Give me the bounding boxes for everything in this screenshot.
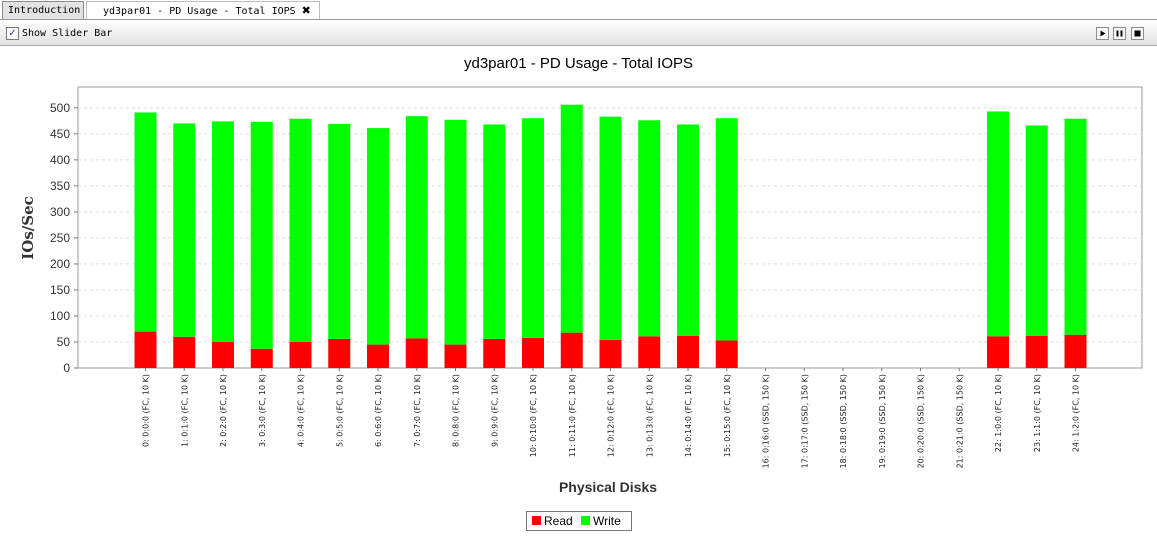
bar-write [444,119,467,345]
x-tick-label: 23: 1:1:0 (FC, 10 K) [1033,374,1042,452]
x-tick-label: 13: 0:13:0 (FC, 10 K) [645,374,654,457]
chart-legend: Read Write [526,511,632,531]
x-tick-label: 9: 0:9:0 (FC, 10 K) [490,374,499,447]
bar-read [677,335,699,368]
y-tick-label: 500 [50,101,70,115]
x-tick-label: 14: 0:14:0 (FC, 10 K) [684,374,693,457]
close-icon[interactable]: ✖ [301,4,311,17]
bar-write [173,123,196,337]
bar-read [483,338,506,368]
tab-label: yd3par01 - PD Usage - Total IOPS [103,6,296,17]
bar-write [328,123,351,339]
bar-write [483,124,506,339]
play-icon[interactable] [1096,27,1109,40]
y-tick-label: 350 [50,179,70,193]
y-tick-label: 300 [50,205,70,219]
y-tick-label: 100 [50,309,70,323]
legend-item-write: Write [581,514,621,528]
y-tick-label: 450 [50,127,70,141]
legend-item-read: Read [532,514,573,528]
chart-title: yd3par01 - PD Usage - Total IOPS [464,55,693,72]
bar-read [987,336,1009,368]
tab-pd-usage-total-iops[interactable]: yd3par01 - PD Usage - Total IOPS ✖ [86,1,320,19]
bar-read [212,341,234,368]
legend-label-write: Write [593,514,621,528]
bar-write [560,104,583,333]
bar-read [289,341,312,368]
bar-write [289,118,312,342]
bar-read [1025,335,1048,368]
bar-read [599,339,622,368]
x-tick-label: 12: 0:12:0 (FC, 10 K) [607,374,616,457]
bar-write [1064,118,1087,335]
y-tick-label: 50 [57,335,71,349]
bar-write [405,116,428,339]
x-tick-label: 17: 0:17:0 (SSD, 150 K) [800,374,809,468]
bar-write [522,118,544,338]
bar-read [328,338,351,368]
bar-read [715,340,738,368]
bar-read [1064,334,1087,368]
bar-read [134,331,157,368]
bar-write [212,121,234,342]
show-slider-label: Show Slider Bar [22,28,113,39]
x-tick-label: 1: 0:1:0 (FC, 10 K) [180,374,189,447]
x-tick-label: 10: 0:10:0 (FC, 10 K) [529,374,538,457]
slider-toolbar: ✓ Show Slider Bar [0,23,1157,46]
bar-read [444,344,467,368]
x-tick-label: 22: 1:0:0 (FC, 10 K) [994,374,1003,452]
bar-write [638,120,661,337]
legend-swatch-read [532,516,541,526]
tab-label: Introduction [8,5,81,16]
y-tick-label: 150 [50,283,70,297]
tab-introduction[interactable]: Introduction [2,1,84,19]
x-tick-label: 20: 0:20:0 (SSD, 150 K) [917,374,926,468]
legend-swatch-write [581,516,590,526]
x-tick-label: 15: 0:15:0 (FC, 10 K) [723,374,732,457]
bar-write [677,124,699,336]
x-tick-label: 2: 0:2:0 (FC, 10 K) [219,374,228,447]
x-tick-label: 6: 0:6:0 (FC, 10 K) [374,374,383,447]
bar-read [250,348,273,368]
bar-read [367,344,389,368]
x-tick-label: 19: 0:19:0 (SSD, 150 K) [878,374,887,468]
y-tick-label: 250 [50,231,70,245]
x-tick-label: 8: 0:8:0 (FC, 10 K) [452,374,461,447]
y-tick-label: 200 [50,257,70,271]
x-tick-label: 0: 0:0:0 (FC, 10 K) [142,374,151,447]
x-tick-label: 7: 0:7:0 (FC, 10 K) [413,374,422,447]
legend-label-read: Read [544,514,573,528]
bar-write [1025,125,1048,336]
tab-bar: Introduction yd3par01 - PD Usage - Total… [0,0,1157,20]
stop-icon[interactable] [1131,27,1144,40]
bar-write [134,112,157,332]
x-tick-label: 21: 0:21:0 (SSD, 150 K) [955,374,964,468]
bar-write [987,111,1009,337]
bar-read [405,338,428,368]
bar-read [173,336,196,368]
y-tick-label: 0 [63,361,70,375]
bar-write [715,118,738,341]
y-axis-label: IOs/Sec [19,196,37,260]
pause-icon[interactable] [1113,27,1126,40]
bar-write [250,121,273,349]
y-tick-label: 400 [50,153,70,167]
show-slider-checkbox[interactable]: ✓ [6,27,19,40]
x-tick-label: 16: 0:16:0 (SSD, 150 K) [762,374,771,468]
x-tick-label: 3: 0:3:0 (FC, 10 K) [258,374,267,447]
x-axis-label: Physical Disks [559,479,657,495]
bar-write [367,128,389,345]
x-tick-label: 24: 1:2:0 (FC, 10 K) [1072,374,1081,452]
stacked-bar-chart: 0 50 100 150 200 250 300 350 400 450 500 0: 0:0:0 (… [19,86,1143,495]
bar-read [560,332,583,368]
bar-read [522,337,544,368]
x-tick-label: 4: 0:4:0 (FC, 10 K) [297,374,306,447]
x-tick-label: 5: 0:5:0 (FC, 10 K) [335,374,344,447]
x-tick-label: 18: 0:18:0 (SSD, 150 K) [839,374,848,468]
bar-read [638,336,661,368]
x-tick-label: 11: 0:11:0 (FC, 10 K) [568,374,577,457]
bar-write [599,116,622,340]
